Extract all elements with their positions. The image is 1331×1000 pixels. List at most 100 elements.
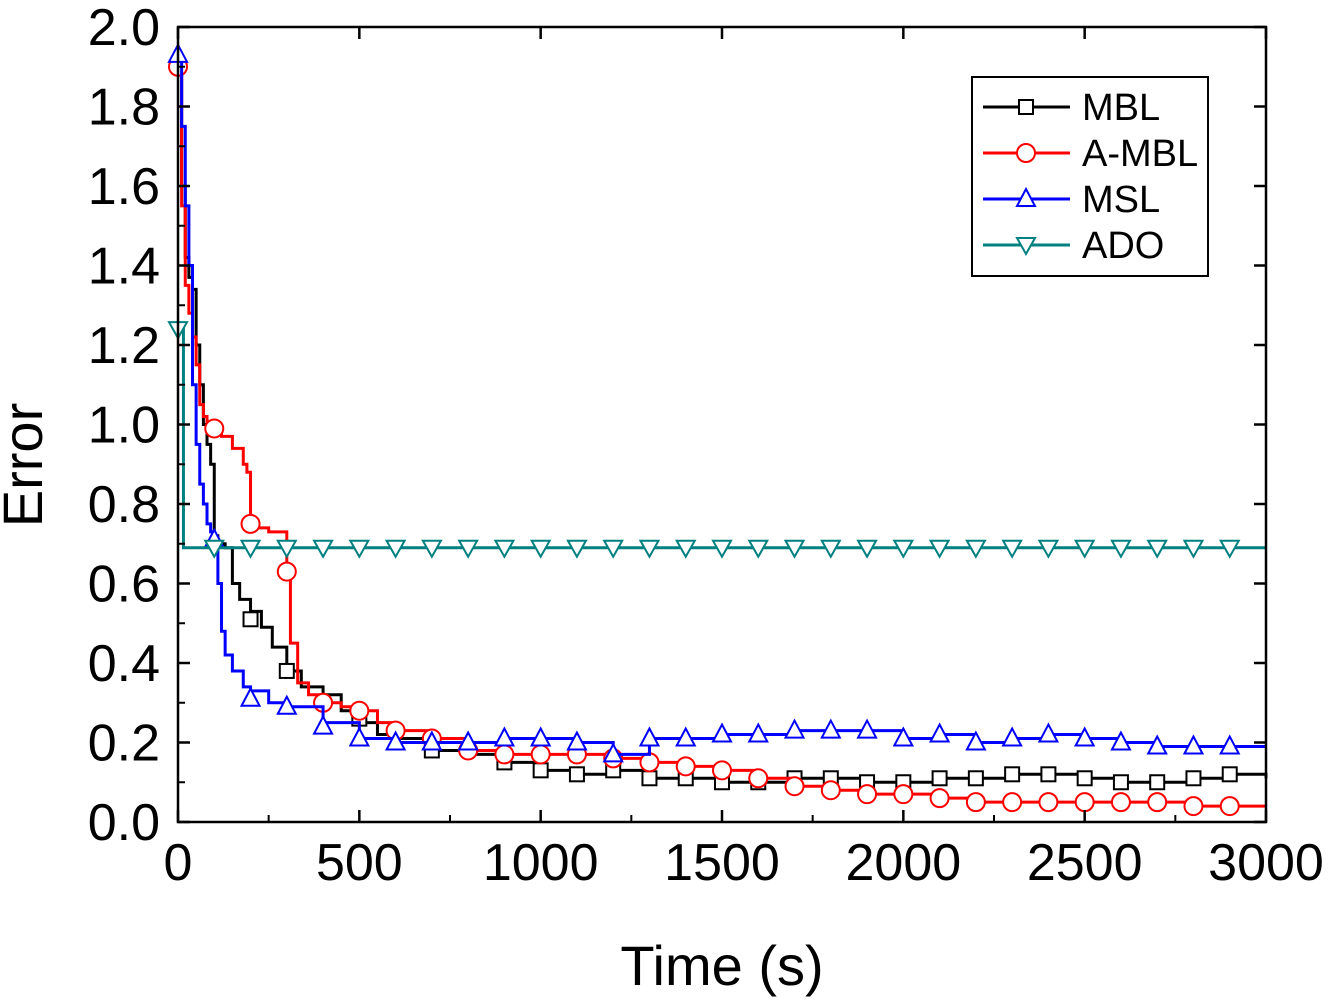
data-point-a-mbl [820,780,841,801]
data-point-msl [348,726,370,747]
data-point-msl [421,730,443,751]
legend-box [971,76,1209,277]
data-point-ado [602,539,624,559]
data-point-a-mbl [1002,792,1023,813]
data-point-ado [638,539,661,559]
data-point-a-mbl [712,760,732,781]
data-point-mbl [242,611,259,628]
y-tick-label: 0.4 [88,635,160,693]
legend-label-ado: ADO [1082,225,1164,267]
x-tick-label: 500 [316,834,403,892]
data-point-a-mbl [965,792,986,813]
ticks-layer: 0 500 1000 1500 2000 2500 3000 0.0 0.2 0.4 0.6 0.8 1… [88,0,1324,892]
data-point-mbl [931,770,948,787]
data-point-msl [1001,726,1023,747]
x-tick-label: 2500 [1027,834,1143,892]
legend-entry-msl: MSL [983,179,1160,221]
x-tick-label: 3000 [1208,834,1324,892]
data-point-mbl [1149,774,1166,791]
legend-entry-ado: ADO [983,225,1164,267]
data-point-msl [638,726,661,747]
data-point-msl [1182,734,1205,755]
y-tick-label: 1.0 [88,397,160,455]
data-point-a-mbl [1038,792,1059,813]
data-point-a-mbl [276,561,297,582]
data-point-msl [1146,734,1168,755]
data-point-a-mbl [349,700,370,721]
data-point-ado [1037,539,1060,559]
data-point-msl [1074,726,1096,747]
x-tick-label: 2000 [845,834,961,892]
data-point-ado [348,539,371,559]
data-point-ado [1110,539,1132,559]
series-line-ado [178,323,1266,550]
data-point-a-mbl [530,744,551,765]
data-point-msl [928,722,951,743]
data-point-ado [747,539,769,559]
data-point-msl [530,726,552,747]
data-point-msl [892,726,914,747]
data-point-msl [1037,722,1060,743]
data-point-msl [493,726,516,747]
data-point-a-mbl [1147,792,1168,813]
data-point-mbl [278,662,295,679]
data-point-ado [566,539,588,559]
data-point-mbl [641,770,658,787]
data-point-ado [529,539,552,559]
y-tick-label: 1.6 [88,158,160,216]
data-point-msl [566,730,588,751]
series-ado [167,321,1266,559]
data-point-a-mbl [1183,796,1204,817]
data-point-a-mbl [1219,796,1240,817]
data-point-a-mbl [494,744,515,765]
y-tick-label: 0.6 [88,556,160,614]
data-point-ado [457,539,479,559]
x-axis-title: Time (s) [620,934,823,997]
y-tick-label: 0.8 [88,476,160,534]
y-tick-label: 0.2 [88,715,160,773]
data-point-ado [1001,539,1023,559]
data-point-msl [384,730,407,751]
data-point-a-mbl [929,788,950,809]
data-point-ado [711,539,733,559]
data-point-mbl [568,766,585,783]
x-tick-label: 1000 [483,834,599,892]
data-point-ado [276,539,298,559]
data-point-msl [856,718,878,739]
data-point-ado [384,539,407,559]
data-point-ado [965,539,987,559]
y-tick-label: 0.0 [88,794,160,852]
data-point-ado [1219,539,1241,559]
data-point-a-mbl [784,776,805,797]
data-point-a-mbl [1074,792,1095,813]
data-point-mbl [1040,766,1057,783]
data-point-msl [820,718,842,739]
data-point-mbl [532,762,549,779]
y-tick-label: 1.4 [88,238,160,296]
data-point-ado [203,539,225,559]
y-axis-title: Error [0,403,54,527]
data-point-msl [747,722,769,743]
legend-entry-mbl: MBL [983,87,1160,129]
data-point-a-mbl [748,768,769,789]
legend-marker-msl [1015,186,1037,207]
data-point-msl [239,686,262,707]
data-point-a-mbl [204,418,225,439]
data-point-msl [602,742,624,763]
data-point-ado [928,539,951,559]
x-tick-label: 0 [164,834,193,892]
legend-label-a-mbl: A-MBL [1082,133,1198,175]
data-point-mbl [1185,770,1202,787]
legend-marker-mbl [1018,99,1034,115]
data-point-msl [1110,730,1132,751]
data-point-ado [820,539,842,559]
data-point-ado [856,539,878,559]
data-point-msl [312,714,334,735]
data-point-a-mbl [639,752,660,773]
data-point-msl [783,718,806,739]
data-point-ado [1146,539,1168,559]
data-point-ado [421,539,443,559]
